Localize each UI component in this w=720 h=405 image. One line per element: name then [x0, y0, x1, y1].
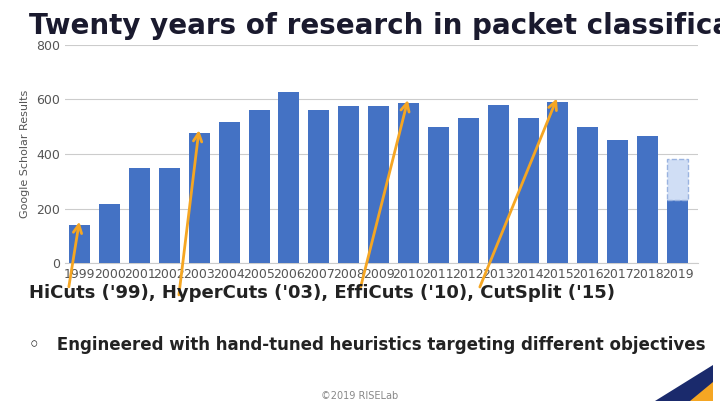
- Bar: [667, 200, 688, 263]
- Bar: [547, 102, 568, 263]
- Text: HiCuts ('99), HyperCuts ('03), EffiCuts ('10), CutSplit ('15): HiCuts ('99), HyperCuts ('03), EffiCuts …: [29, 284, 615, 301]
- Bar: [189, 133, 210, 263]
- Bar: [577, 126, 598, 263]
- Bar: [248, 110, 269, 263]
- Text: ©2019 RISELab: ©2019 RISELab: [321, 391, 399, 401]
- Bar: [129, 168, 150, 263]
- Bar: [518, 118, 539, 263]
- Bar: [637, 136, 658, 263]
- FancyBboxPatch shape: [667, 160, 688, 200]
- Bar: [308, 110, 329, 263]
- Bar: [607, 140, 628, 263]
- Bar: [159, 168, 180, 263]
- Text: ◦   Engineered with hand-tuned heuristics targeting different objectives: ◦ Engineered with hand-tuned heuristics …: [29, 336, 706, 354]
- Bar: [368, 106, 389, 263]
- Y-axis label: Google Scholar Results: Google Scholar Results: [20, 90, 30, 218]
- Bar: [338, 106, 359, 263]
- Bar: [398, 103, 419, 263]
- Bar: [487, 104, 508, 263]
- Bar: [279, 92, 300, 263]
- Bar: [428, 126, 449, 263]
- Bar: [458, 118, 479, 263]
- Bar: [99, 205, 120, 263]
- Text: Twenty years of research in packet classification: Twenty years of research in packet class…: [29, 12, 720, 40]
- Bar: [69, 225, 90, 263]
- Bar: [219, 122, 240, 263]
